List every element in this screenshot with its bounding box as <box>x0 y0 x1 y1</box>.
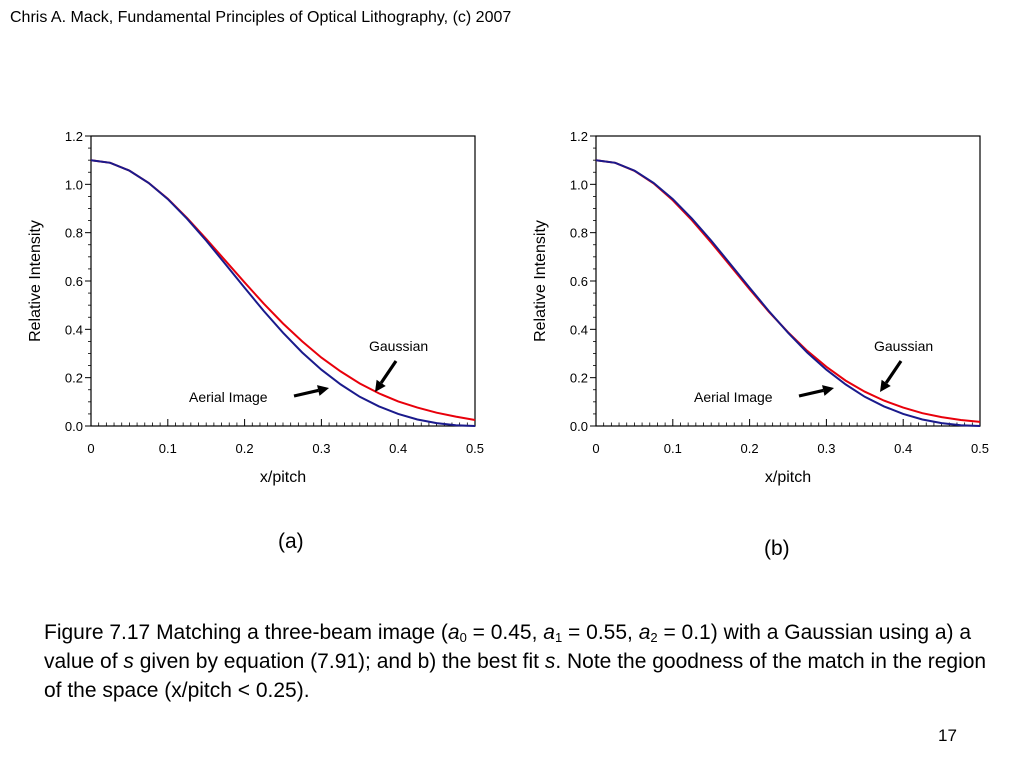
y-tick-label: 0.0 <box>570 419 588 434</box>
y-tick-label: 0.0 <box>65 419 83 434</box>
x-tick-label: 0.4 <box>389 441 407 456</box>
x-tick-label: 0.4 <box>894 441 912 456</box>
x-axis-label: x/pitch <box>260 469 306 486</box>
gaussian-series-line <box>90 159 476 421</box>
y-tick-label: 0.8 <box>65 226 83 241</box>
aerial-image-arrow-head <box>317 385 329 396</box>
caption-a1-val: = 0.55, <box>562 621 639 644</box>
x-tick-label: 0 <box>592 441 599 456</box>
chart-panel-a: 0 0.1 0.2 0.3 0.4 0.5 0.0 0.2 0.4 0.6 0.8 1.0 1.2 x/p… <box>27 129 484 486</box>
caption-suffix: . Note the goodness of the match in the … <box>44 650 987 702</box>
caption-a1-sub: 1 <box>554 630 563 645</box>
panel-label-b: (b) <box>764 537 790 560</box>
caption-s-var: s <box>123 650 134 673</box>
x-tick-label: 0.2 <box>236 441 254 456</box>
aerial-image-series-line <box>90 159 476 427</box>
caption-middle: given by equation (7.91); and b) the bes… <box>133 650 545 673</box>
y-tick-label: 1.2 <box>65 129 83 144</box>
aerial-image-arrow-head <box>822 385 834 396</box>
aerial-image-arrow-shaft <box>293 388 319 398</box>
y-tick-label: 0.8 <box>570 226 588 241</box>
y-tick-label: 0.2 <box>65 371 83 386</box>
y-tick-label: 0.4 <box>570 322 588 337</box>
panel-label-a: (a) <box>278 530 304 553</box>
y-tick-label: 1.2 <box>570 129 588 144</box>
y-tick-label: 0.6 <box>570 274 588 289</box>
y-tick-label: 0.4 <box>65 322 83 337</box>
chart-panel-b: 0 0.1 0.2 0.3 0.4 0.5 0.0 0.2 0.4 0.6 0.8 1.0 1.2 x/p… <box>532 129 989 486</box>
plot-frame <box>90 135 476 427</box>
x-tick-label: 0.5 <box>971 441 989 456</box>
y-axis-label: Relative Intensity <box>27 220 44 342</box>
x-tick-label: 0.5 <box>466 441 484 456</box>
gaussian-arrow-head <box>375 379 386 392</box>
aerial-image-series-line <box>595 159 981 427</box>
y-tick-label: 0.2 <box>570 371 588 386</box>
gaussian-annotation: Gaussian <box>369 338 428 354</box>
caption-a1-var: a <box>543 621 555 644</box>
figure-caption: Figure 7.17 Matching a three-beam image … <box>44 618 1004 705</box>
plot-frame <box>595 135 981 427</box>
gaussian-series-line <box>595 159 981 423</box>
page-number: 17 <box>938 726 957 745</box>
caption-a2-sub: 2 <box>650 630 658 645</box>
y-axis-label: Relative Intensity <box>532 220 549 342</box>
x-axis-label: x/pitch <box>765 469 811 486</box>
caption-a0-var: a <box>447 621 460 644</box>
aerial-image-arrow-shaft <box>798 388 824 398</box>
y-tick-label: 1.0 <box>65 177 83 192</box>
x-tick-label: 0.1 <box>159 441 177 456</box>
x-tick-label: 0.2 <box>741 441 759 456</box>
y-tick-label: 0.6 <box>65 274 83 289</box>
x-tick-label: 0.3 <box>817 441 835 456</box>
slide-header: Chris A. Mack, Fundamental Principles of… <box>10 9 512 26</box>
caption-a2-val: = 0.1) with a Gaussian using a) a value … <box>44 621 972 673</box>
caption-s-var-2: s <box>544 650 556 673</box>
aerial-image-annotation: Aerial Image <box>694 389 773 405</box>
aerial-image-annotation: Aerial Image <box>189 389 268 405</box>
gaussian-arrow-head <box>880 379 891 392</box>
caption-a2-var: a <box>638 621 651 644</box>
caption-prefix: Figure 7.17 Matching a three-beam image … <box>44 621 448 644</box>
caption-a0-val: = 0.45, <box>466 621 544 644</box>
gaussian-arrow-shaft <box>884 360 903 384</box>
caption-a0-sub: 0 <box>459 630 467 645</box>
x-tick-label: 0.3 <box>312 441 330 456</box>
gaussian-arrow-shaft <box>379 360 398 384</box>
gaussian-annotation: Gaussian <box>874 338 933 354</box>
y-tick-label: 1.0 <box>570 177 588 192</box>
x-tick-label: 0.1 <box>664 441 682 456</box>
x-tick-label: 0 <box>87 441 94 456</box>
